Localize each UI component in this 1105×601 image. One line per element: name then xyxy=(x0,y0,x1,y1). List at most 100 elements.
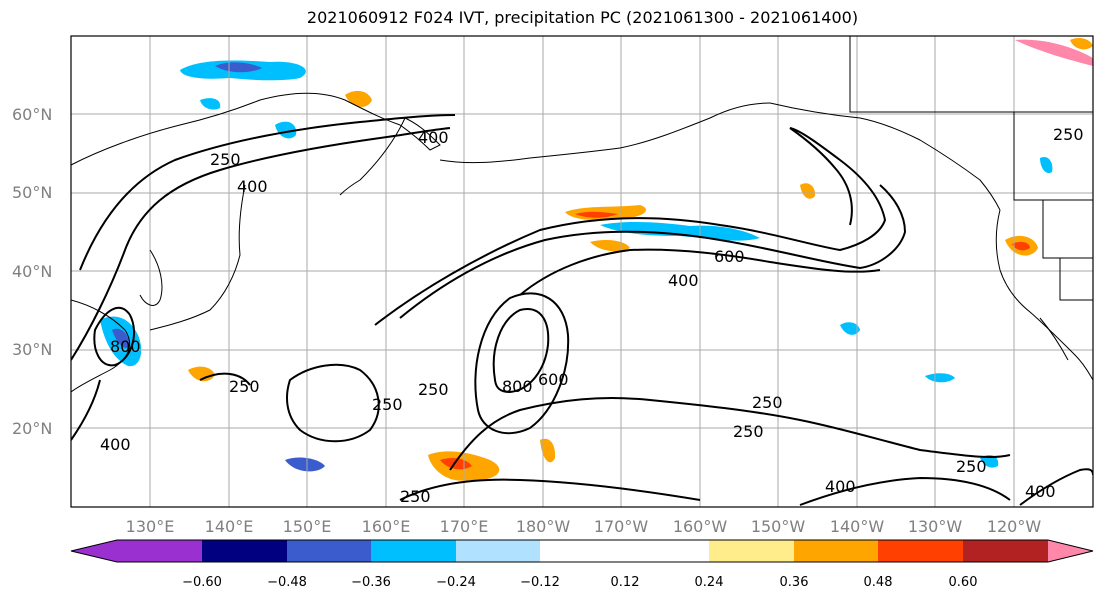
colorbar-cell xyxy=(794,540,878,562)
lon-label: 130°W xyxy=(908,517,963,536)
aleutian-islands xyxy=(439,102,771,164)
lon-label: 140°E xyxy=(205,517,254,536)
colorbar-cell xyxy=(202,540,287,562)
colorbar-cell xyxy=(456,540,540,562)
precip-blob-neg xyxy=(275,121,297,139)
precip-blob-pos xyxy=(540,438,556,463)
precip-blob-pos xyxy=(1070,38,1093,50)
colorbar-cell xyxy=(540,540,625,562)
colorbar-ticklabel: 0.12 xyxy=(611,575,640,590)
gridlines xyxy=(71,36,1093,507)
lat-label: 40°N xyxy=(12,262,52,281)
contour-label: 600 xyxy=(714,247,745,266)
contour-label: 250 xyxy=(733,422,764,441)
precip-blob-pos xyxy=(800,183,816,199)
colorbar-cell xyxy=(71,540,117,562)
lat-label: 60°N xyxy=(12,105,52,124)
lon-label: 170°W xyxy=(594,517,649,536)
contour-250-north xyxy=(79,114,456,271)
colorbar-ticklabels: −0.60 −0.48 −0.36 −0.24 −0.12 0.12 0.24 … xyxy=(182,575,977,590)
precip-blob-neg-core xyxy=(215,62,262,73)
colorbar: −0.60 −0.48 −0.36 −0.24 −0.12 0.12 0.24 … xyxy=(70,539,1094,590)
contour-label: 400 xyxy=(1025,482,1056,501)
precip-blob-neg xyxy=(840,322,860,335)
colorbar-ticklabel: 0.24 xyxy=(695,575,724,590)
japan-coastline xyxy=(149,184,246,331)
contour-400-se2 xyxy=(1019,468,1093,506)
colorbar-ticklabel: −0.12 xyxy=(520,575,560,590)
baja-coastline xyxy=(1039,317,1069,361)
contour-label: 250 xyxy=(372,395,403,414)
colorbar-cell xyxy=(371,540,456,562)
contour-800-west xyxy=(93,306,135,367)
lon-label: 170°E xyxy=(440,517,489,536)
ivt-contours xyxy=(71,114,1093,506)
contour-label: 250 xyxy=(418,380,449,399)
asia-coastline xyxy=(71,92,441,166)
precip-blob-neg xyxy=(1040,156,1053,174)
contour-labels: 400 400 600 400 250 250 250 800 600 250 … xyxy=(100,125,1084,506)
map-area: 400 400 600 400 250 250 250 800 600 250 … xyxy=(71,36,1093,507)
lat-label: 50°N xyxy=(12,183,52,202)
colorbar-ticklabel: −0.60 xyxy=(182,575,222,590)
border-box xyxy=(1042,200,1093,259)
contour-800-ring xyxy=(492,308,550,394)
contour-label: 400 xyxy=(418,128,449,147)
precip-blob-pos xyxy=(590,240,630,252)
contour-label: 400 xyxy=(825,477,856,496)
precip-blob-neg xyxy=(285,457,325,472)
colorbar-cell xyxy=(625,540,709,562)
contour-label: 250 xyxy=(229,377,260,396)
precip-blob-pos-core xyxy=(575,211,618,218)
colorbar-cell xyxy=(878,540,963,562)
contour-label: 600 xyxy=(538,370,569,389)
colorbar-ticklabel: 0.48 xyxy=(864,575,893,590)
contour-600-main xyxy=(519,248,881,296)
contour-label: 800 xyxy=(502,377,533,396)
precip-blob-neg xyxy=(200,98,221,110)
lon-label: 140°W xyxy=(830,517,885,536)
borders xyxy=(849,36,1093,301)
colorbar-outline xyxy=(70,539,1094,563)
contour-label: 400 xyxy=(100,435,131,454)
coastlines xyxy=(71,92,1093,393)
colorbar-cell xyxy=(709,540,794,562)
colorbar-ticklabel: −0.24 xyxy=(436,575,476,590)
border-box xyxy=(1059,258,1093,301)
contour-250-sw xyxy=(286,363,380,443)
lon-label: 180°W xyxy=(516,517,571,536)
colorbar-ticklabel: −0.48 xyxy=(267,575,307,590)
precip-blob-neg-core xyxy=(112,328,130,348)
contour-label: 250 xyxy=(210,150,241,169)
lon-label: 150°W xyxy=(751,517,806,536)
colorbar-ticklabel: 0.60 xyxy=(949,575,978,590)
korea-coastline xyxy=(139,249,163,306)
contour-label: 250 xyxy=(752,393,783,412)
contour-400-west xyxy=(71,379,101,441)
lat-label: 20°N xyxy=(12,419,52,438)
colorbar-cell xyxy=(287,540,371,562)
precip-blob-pink xyxy=(1015,39,1093,66)
precip-blob-neg xyxy=(925,373,955,383)
contour-label: 400 xyxy=(668,271,699,290)
contour-400-main xyxy=(399,184,907,319)
na-west-coastline xyxy=(995,209,1093,381)
contour-label: 250 xyxy=(956,457,987,476)
precip-blob-pos xyxy=(345,90,372,107)
contour-250-lower xyxy=(399,478,701,501)
alaska-coastline xyxy=(769,102,1001,211)
map-frame xyxy=(70,35,1094,508)
colorbar-ticklabel: −0.36 xyxy=(351,575,391,590)
lon-label: 130°E xyxy=(126,517,175,536)
lat-label: 30°N xyxy=(12,340,52,359)
contour-250-west xyxy=(199,372,251,386)
lat-labels: 60°N 50°N 40°N 30°N 20°N xyxy=(12,105,52,438)
contour-label: 250 xyxy=(400,487,431,506)
lon-label: 160°W xyxy=(673,517,728,536)
contour-label: 400 xyxy=(237,177,268,196)
lon-label: 120°W xyxy=(987,517,1042,536)
lon-label: 150°E xyxy=(283,517,332,536)
contour-250-main xyxy=(374,127,887,326)
contour-label: 800 xyxy=(110,337,141,356)
